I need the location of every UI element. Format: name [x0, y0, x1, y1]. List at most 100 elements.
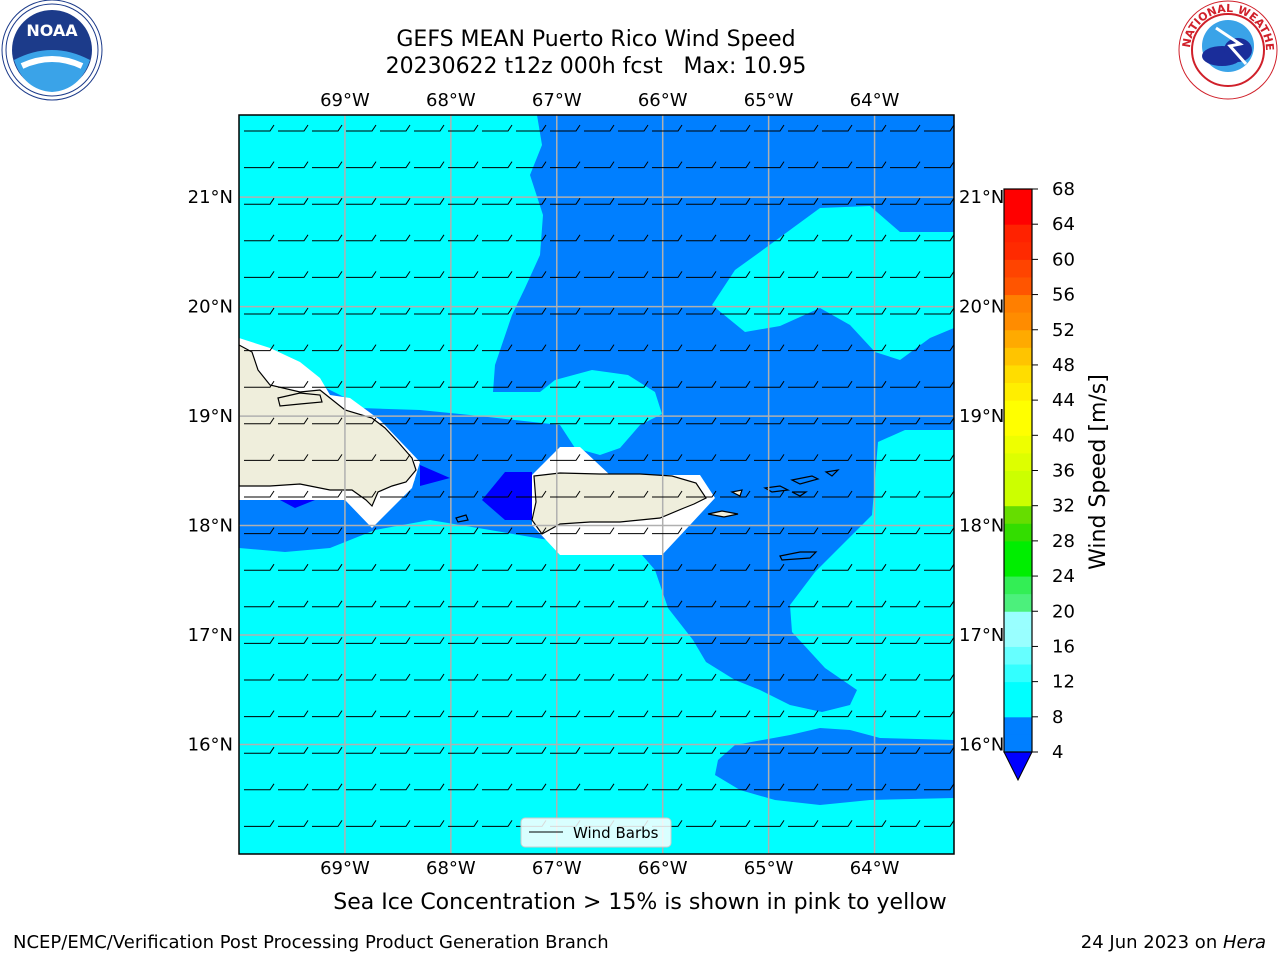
- wind-barb: [584, 234, 615, 242]
- wind-barb: [788, 710, 819, 718]
- wind-barb: [278, 820, 309, 827]
- wind-barb: [754, 454, 785, 461]
- wind-barb: [788, 746, 819, 754]
- wind-barb: [618, 783, 649, 791]
- wind-barb: [482, 600, 513, 608]
- colorbar-tick-label: 28: [1052, 531, 1075, 552]
- wind-barb: [856, 234, 887, 242]
- wind-barb: [788, 454, 819, 461]
- colorbar-label: Wind Speed [m/s]: [1086, 374, 1111, 570]
- wind-barb: [652, 380, 683, 388]
- wind-barb: [584, 746, 615, 754]
- legend-label: Wind Barbs: [573, 824, 659, 842]
- wind-barb: [278, 563, 309, 571]
- wind-barb: [856, 563, 887, 571]
- wind-barb: [788, 637, 819, 644]
- wind-barb: [312, 417, 343, 425]
- wind-barb: [346, 820, 377, 827]
- wind-barb: [482, 124, 513, 132]
- wind-barb: [550, 783, 581, 791]
- wind-barb: [822, 271, 853, 278]
- wind-barb: [890, 820, 921, 827]
- wind-barb: [856, 710, 887, 718]
- land-vieques: [707, 510, 739, 518]
- wind-barb: [312, 197, 343, 205]
- wind-barb: [652, 710, 683, 718]
- wind-barb: [856, 271, 887, 278]
- wind-barb: [482, 673, 513, 681]
- wind-barb: [686, 527, 717, 535]
- wind-barb: [550, 161, 581, 169]
- footer-host: Hera: [1222, 932, 1266, 953]
- wind-barb: [380, 746, 411, 754]
- wind-barb: [924, 307, 954, 315]
- wind-barb: [448, 783, 479, 791]
- wind-barb: [924, 710, 954, 718]
- y-tick-label-left: 18°N: [188, 516, 233, 537]
- wind-barb: [890, 527, 921, 535]
- wind-barb: [754, 563, 785, 571]
- wind-barb: [924, 271, 954, 278]
- wind-barb: [822, 380, 853, 388]
- wind-barb: [312, 746, 343, 754]
- wind-barb: [584, 490, 615, 498]
- wind-barb: [788, 197, 819, 205]
- wind-barb: [652, 637, 683, 644]
- wind-barb: [720, 197, 751, 205]
- wind-barb: [652, 783, 683, 791]
- colorbar-bin: [1004, 681, 1032, 700]
- colorbar-tick-label: 12: [1052, 672, 1075, 693]
- wind-barb: [482, 783, 513, 791]
- wind-barb: [754, 490, 785, 498]
- wind-barb: [482, 271, 513, 278]
- wind-barb: [754, 746, 785, 754]
- colorbar-bin: [1004, 435, 1032, 454]
- colorbar-tick-label: 8: [1052, 707, 1063, 728]
- wind-barb: [890, 454, 921, 461]
- wind-barb: [754, 527, 785, 535]
- wind-barb: [584, 563, 615, 571]
- wind-barb: [618, 197, 649, 205]
- wind-barb: [414, 271, 445, 278]
- wind-barb: [414, 197, 445, 205]
- wind-barb: [346, 673, 377, 681]
- wind-barb: [550, 344, 581, 352]
- wind-barb: [244, 344, 275, 352]
- wind-barb: [652, 563, 683, 571]
- wind-barb: [890, 490, 921, 498]
- wind-barb: [788, 161, 819, 169]
- y-tick-label-left: 20°N: [188, 297, 233, 318]
- wind-barb: [346, 380, 377, 388]
- wind-barb: [380, 307, 411, 315]
- wind-barb: [856, 307, 887, 315]
- wind-barb: [686, 417, 717, 425]
- wind-barb: [550, 380, 581, 388]
- wind-barb: [346, 710, 377, 718]
- wind-barb: [618, 563, 649, 571]
- wind-barb: [550, 563, 581, 571]
- wind-barb: [924, 490, 954, 498]
- wind-barb: [652, 600, 683, 608]
- wind-barb: [516, 161, 547, 169]
- wind-barb: [244, 820, 275, 827]
- wind-barb: [448, 380, 479, 388]
- wind-barb: [822, 454, 853, 461]
- wind-barb: [448, 600, 479, 608]
- wind-barb: [380, 161, 411, 169]
- wind-barb: [822, 710, 853, 718]
- wind-barb: [312, 307, 343, 315]
- wind-barb: [924, 234, 954, 242]
- wind-barb: [448, 234, 479, 242]
- colorbar-bin: [1004, 488, 1032, 507]
- wind-barb: [380, 527, 411, 535]
- wind-barb: [346, 746, 377, 754]
- wind-barb: [652, 197, 683, 205]
- colorbar-bin: [1004, 664, 1032, 683]
- wind-barb: [312, 344, 343, 352]
- wind-barb: [550, 710, 581, 718]
- wind-barb: [618, 124, 649, 132]
- wind-barb: [414, 124, 445, 132]
- colorbar-tick-label: 32: [1052, 496, 1075, 517]
- noaa-logo: NOAA: [1, 0, 103, 101]
- map-frame: [238, 114, 955, 855]
